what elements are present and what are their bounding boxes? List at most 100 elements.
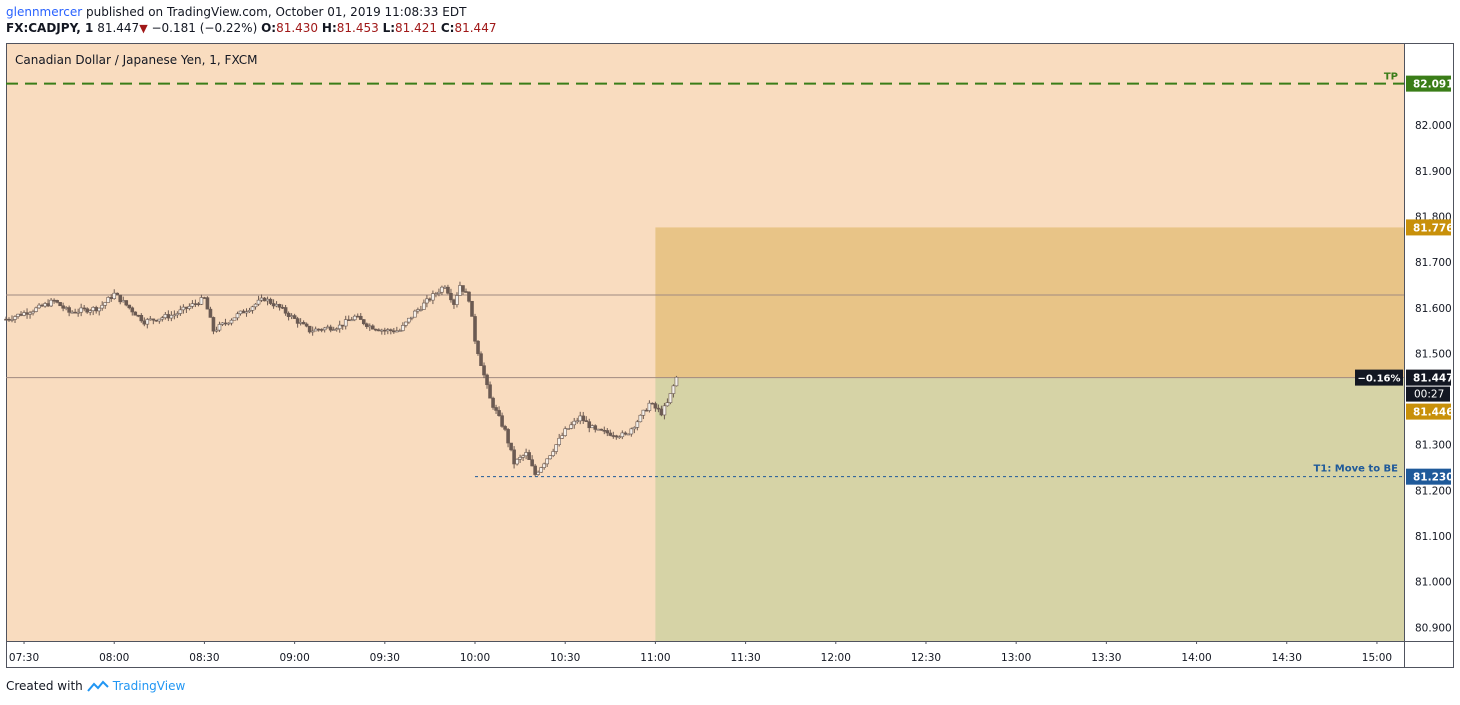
candle (301, 322, 306, 325)
candle (88, 310, 92, 313)
candle (7, 318, 11, 321)
candle (217, 324, 222, 331)
candle (190, 303, 195, 307)
stop-price-label-bg (1406, 219, 1451, 236)
candle (515, 458, 519, 465)
candle (334, 328, 339, 331)
candle (85, 308, 89, 313)
profit-zone (655, 378, 1404, 641)
candle (166, 314, 171, 319)
candle (112, 292, 117, 300)
candle (554, 444, 558, 452)
candle (596, 428, 601, 431)
candle (73, 311, 77, 314)
candle (443, 286, 447, 289)
entry-price-label: 81.446 (1413, 407, 1454, 419)
candle (548, 455, 552, 460)
x-tick-label: 11:00 (640, 652, 670, 664)
candle (160, 317, 165, 320)
y-tick-label: 81.700 (1415, 257, 1452, 269)
candle (280, 306, 285, 309)
candle (19, 313, 23, 316)
candle (16, 313, 20, 317)
candle (304, 323, 309, 327)
candle (638, 414, 643, 423)
current-price-bg (1406, 369, 1451, 386)
candle (370, 325, 375, 330)
candle (193, 303, 198, 305)
candle (133, 311, 138, 316)
countdown-bg (1406, 386, 1450, 402)
candle (503, 426, 507, 430)
candle (602, 429, 607, 432)
be-label: T1: Move to BE (1314, 464, 1399, 475)
y-tick-label: 81.200 (1415, 485, 1452, 497)
high-value: 81.453 (336, 21, 379, 35)
candle (440, 286, 444, 293)
candle (307, 325, 312, 333)
candle (316, 328, 321, 331)
candle (485, 374, 489, 386)
entry-price-bg (1406, 403, 1451, 420)
candle (530, 459, 534, 467)
candle (187, 306, 192, 309)
candle (244, 311, 249, 314)
candle (109, 297, 114, 300)
high-label: H: (321, 21, 337, 35)
candle (67, 307, 71, 313)
candle (253, 303, 258, 308)
y-tick-label: 81.100 (1415, 531, 1452, 543)
candle (376, 329, 381, 332)
chart-title: Canadian Dollar / Japanese Yen, 1, FXCM (15, 53, 258, 67)
author-link[interactable]: glennmercer (6, 5, 83, 19)
candle (271, 303, 276, 307)
candle (572, 420, 577, 426)
candle (343, 319, 348, 327)
candle (76, 311, 80, 314)
candle (292, 315, 297, 319)
candle (25, 312, 29, 315)
candle (265, 298, 270, 302)
candle (145, 319, 150, 325)
candle (551, 451, 555, 456)
candle (557, 437, 561, 445)
candle (422, 302, 426, 310)
candle (142, 320, 147, 325)
candle (644, 409, 649, 412)
publish-line: glennmercer published on TradingView.com… (6, 4, 496, 20)
candle (671, 385, 676, 394)
tradingview-brand[interactable]: TradingView (112, 679, 186, 693)
candle (518, 456, 522, 460)
candle (355, 315, 360, 318)
candle (283, 307, 288, 314)
candle (461, 285, 465, 292)
x-tick-label: 13:00 (1001, 652, 1031, 664)
y-tick-label: 81.300 (1415, 440, 1452, 452)
countdown-label: 00:27 (1414, 389, 1444, 401)
candle (623, 432, 628, 435)
candle (428, 298, 432, 301)
x-tick-label: 14:00 (1181, 652, 1211, 664)
candle (148, 318, 153, 321)
candle (220, 322, 225, 325)
candle (665, 402, 670, 407)
candle (214, 329, 219, 332)
candle (262, 297, 267, 302)
x-tick-label: 07:30 (9, 652, 39, 664)
candle (437, 291, 441, 294)
candle (10, 319, 14, 321)
x-tick-label: 10:30 (550, 652, 580, 664)
candle (58, 302, 62, 307)
candle (235, 313, 240, 319)
candle (389, 329, 393, 332)
candle (340, 324, 345, 327)
candle (13, 316, 17, 320)
candle (587, 421, 592, 429)
candle (500, 415, 504, 427)
candle (205, 297, 210, 310)
candle (274, 304, 279, 307)
candle (256, 299, 261, 305)
candle (31, 311, 35, 314)
candle (458, 285, 462, 296)
